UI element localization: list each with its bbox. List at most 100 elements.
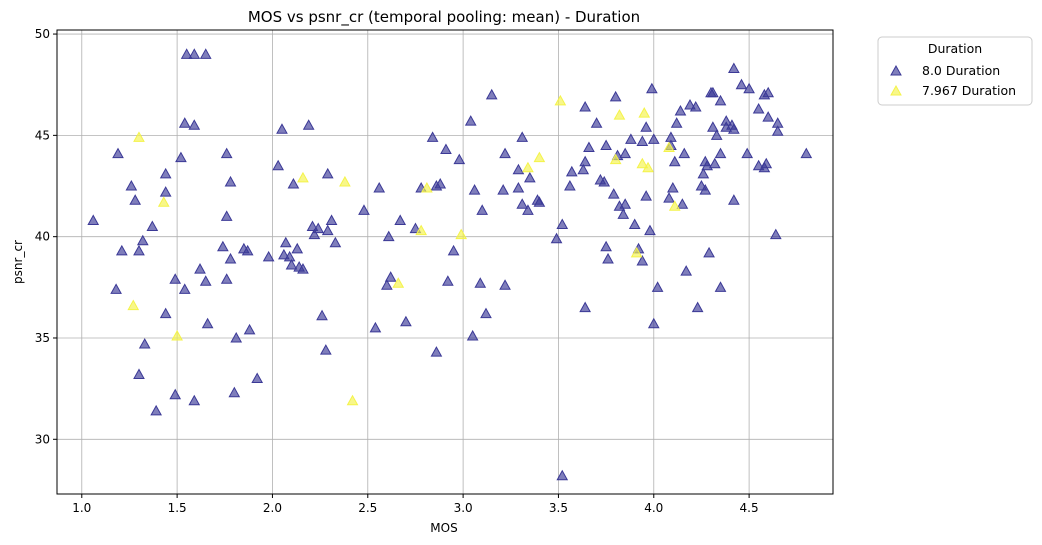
- data-point-series-1: [243, 323, 256, 335]
- data-point-series-1: [600, 240, 612, 252]
- x-tick-label: 1.5: [168, 501, 187, 515]
- data-point-series-2: [533, 151, 546, 163]
- data-point-series-2: [642, 161, 654, 173]
- data-point-series-2: [522, 161, 534, 173]
- data-point-series-2: [638, 107, 651, 118]
- data-point-series-1: [369, 321, 382, 333]
- data-point-series-1: [602, 252, 614, 264]
- data-point-series-1: [523, 171, 536, 183]
- data-point-series-1: [146, 220, 159, 232]
- data-point-series-1: [312, 222, 325, 234]
- data-point-series-1: [306, 220, 319, 232]
- data-point-series-1: [640, 121, 652, 132]
- data-point-series-1: [272, 159, 285, 171]
- data-point-series-1: [430, 346, 443, 357]
- data-point-series-2: [613, 109, 626, 120]
- x-tick-label: 4.5: [740, 501, 759, 515]
- data-point-series-1: [228, 386, 241, 398]
- data-point-series-1: [466, 329, 479, 341]
- data-point-series-1: [224, 175, 237, 187]
- data-point-series-1: [297, 263, 309, 274]
- data-point-series-1: [728, 194, 740, 205]
- data-point-series-1: [760, 157, 773, 169]
- plot-area: [56, 29, 834, 495]
- data-point-series-1: [762, 86, 775, 98]
- legend-entries: 8.0 Duration 7.967 Duration: [890, 63, 1016, 98]
- data-point-series-1: [115, 244, 128, 256]
- data-point-series-1: [556, 469, 569, 481]
- data-point-series-1: [762, 111, 775, 122]
- legend: Duration 8.0 Duration 7.967 Duration: [877, 36, 1033, 106]
- x-tick-label: 2.0: [263, 501, 282, 515]
- data-point-series-2: [554, 94, 567, 106]
- data-point-series-1: [579, 100, 591, 112]
- data-point-series-1: [224, 252, 237, 264]
- data-point-series-1: [201, 317, 214, 329]
- data-point-series-1: [159, 167, 172, 179]
- data-point-series-1: [262, 250, 275, 262]
- data-point-series-2: [636, 157, 649, 169]
- data-point-series-1: [684, 98, 696, 110]
- x-tick-label: 1.0: [72, 501, 91, 515]
- data-point-series-1: [703, 246, 715, 258]
- data-point-series-1: [636, 135, 649, 146]
- data-point-series-2: [630, 246, 643, 258]
- data-point-series-1: [178, 283, 191, 294]
- x-tick-label: 2.5: [358, 501, 377, 515]
- data-point-series-1: [714, 147, 727, 159]
- data-point-series-1: [133, 368, 145, 379]
- y-tick-label: 40: [35, 230, 50, 244]
- grid-lines: [57, 30, 833, 494]
- data-point-series-1: [230, 331, 243, 343]
- x-axis-ticks: 1.0 1.5 2.0 2.5 3.0 3.5 4.0 4.5: [72, 494, 759, 515]
- data-point-series-1: [468, 184, 481, 195]
- data-point-series-1: [188, 394, 201, 406]
- data-point-series-1: [110, 283, 122, 294]
- data-point-series-1: [285, 259, 298, 270]
- data-point-series-1: [125, 179, 138, 191]
- data-point-series-1: [159, 186, 172, 197]
- data-point-series-1: [607, 188, 620, 199]
- data-point-series-1: [159, 307, 172, 319]
- data-point-series-1: [325, 214, 338, 225]
- data-point-series-1: [400, 315, 412, 327]
- data-point-series-1: [442, 275, 454, 286]
- data-point-series-1: [136, 234, 149, 246]
- data-point-series-1: [556, 218, 569, 230]
- data-point-series-1: [741, 147, 754, 159]
- data-point-series-1: [710, 129, 723, 140]
- data-point-series-1: [485, 88, 498, 100]
- data-point-series-1: [199, 48, 212, 59]
- data-point-series-1: [302, 119, 315, 130]
- x-axis-label: MOS: [430, 521, 457, 535]
- data-point-series-1: [279, 236, 292, 248]
- data-point-series-1: [276, 123, 288, 134]
- data-point-series-1: [674, 105, 687, 116]
- data-point-series-1: [382, 230, 395, 242]
- data-point-series-1: [329, 236, 342, 248]
- data-point-series-1: [480, 307, 492, 319]
- data-point-series-2: [157, 196, 170, 207]
- data-point-series-2: [346, 394, 359, 406]
- data-point-series-1: [735, 78, 748, 90]
- data-point-series-1: [619, 198, 632, 209]
- data-point-series-1: [499, 147, 511, 159]
- data-point-series-1: [476, 204, 489, 215]
- legend-label: 8.0 Duration: [922, 63, 1000, 78]
- data-point-series-2: [339, 175, 351, 187]
- data-point-series-1: [426, 131, 439, 142]
- data-point-series-2: [609, 153, 622, 165]
- data-point-series-1: [708, 157, 721, 169]
- data-point-series-1: [720, 115, 733, 126]
- data-point-series-1: [512, 182, 525, 193]
- data-point-series-1: [220, 210, 233, 221]
- data-point-series-1: [499, 279, 511, 290]
- data-point-series-1: [278, 248, 290, 260]
- data-point-series-1: [358, 204, 370, 215]
- data-point-series-1: [394, 214, 407, 225]
- data-point-series-2: [668, 200, 681, 211]
- data-point-series-1: [175, 151, 187, 163]
- data-point-series-1: [625, 133, 637, 144]
- data-point-series-1: [522, 204, 534, 215]
- data-point-series-1: [728, 123, 740, 134]
